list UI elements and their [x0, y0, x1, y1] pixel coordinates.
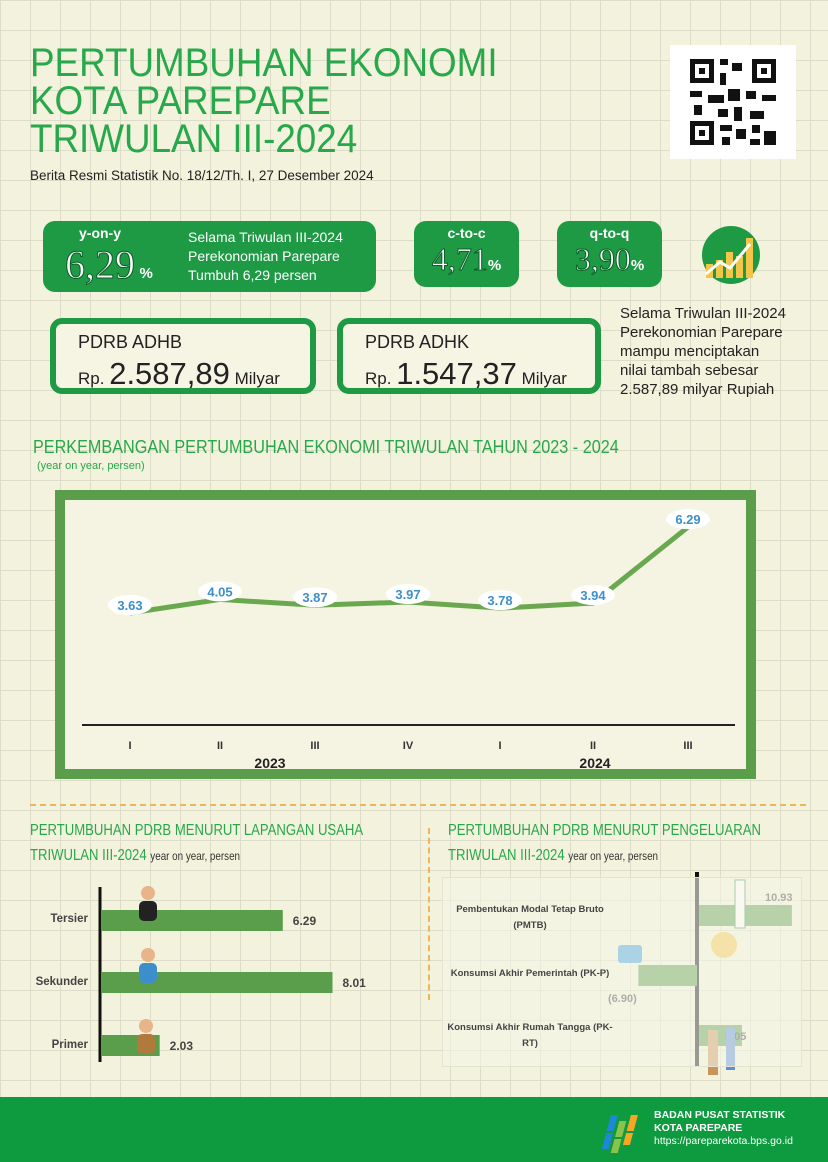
data-point — [293, 587, 337, 608]
x-tick-label: I — [498, 740, 501, 752]
year-label: 2024 — [579, 755, 610, 771]
ctc-value: 4,71 — [431, 241, 488, 278]
person-icon — [141, 948, 155, 962]
bar-label-primer: Primer — [51, 1039, 88, 1051]
bar-label-pkrt: Konsumsi Akhir Rumah Tangga (PK- RT) — [447, 1022, 613, 1049]
data-point — [478, 590, 522, 611]
data-point — [108, 595, 152, 615]
column-divider — [428, 828, 430, 1000]
yoy-card: y-on-y 6,29 % Selama Triwulan III-2024 Pe… — [43, 221, 376, 292]
x-tick-label: IV — [403, 740, 414, 752]
data-point — [386, 584, 430, 605]
pdrb-adhb-card: PDRB ADHB Rp. 2.587,89 Milyar — [50, 318, 316, 394]
page-title: PERTUMBUHAN EKONOMI KOTA PAREPARE TRIWUL… — [30, 41, 498, 161]
qtq-card: q-to-q 3,90% — [557, 221, 662, 287]
person-icon — [141, 886, 155, 900]
bar-label-tersier: Tersier — [50, 913, 88, 925]
qtq-value: 3,90 — [574, 241, 631, 278]
data-point — [198, 581, 242, 602]
expenditure-chart-title: PERTUMBUHAN PDRB MENURUT PENGELUARAN TRI… — [448, 822, 761, 864]
pdrb-note: Selama Triwulan III-2024 Perekonomian Par… — [620, 305, 786, 398]
data-label: 3.63 — [117, 598, 142, 613]
bar — [101, 972, 333, 993]
data-label: 6.29 — [675, 512, 700, 527]
line-chart-title: PERKEMBANGAN PERTUMBUHAN EKONOMI TRIWULA… — [33, 437, 619, 457]
x-tick-label: III — [683, 740, 692, 752]
data-point — [666, 509, 710, 530]
x-tick-label: I — [128, 740, 131, 752]
bar-label-sekunder: Sekunder — [35, 976, 88, 988]
bps-logo — [601, 1115, 638, 1153]
bar-label-pmtb: Pembentukan Modal Tetap Bruto (PMTB) — [456, 904, 604, 931]
bar-value: 8.01 — [342, 976, 366, 990]
line-chart-subtitle: (year on year, persen) — [37, 460, 145, 472]
x-tick-label: II — [217, 740, 223, 752]
qr-code-icon[interactable] — [670, 45, 796, 159]
x-tick-label: III — [310, 740, 319, 752]
data-label: 3.87 — [302, 590, 327, 605]
year-label: 2023 — [254, 755, 285, 771]
person-icon — [139, 901, 157, 921]
pdrb-adhb-value: 2.587,89 — [109, 356, 230, 391]
bar-label-pkp: Konsumsi Akhir Pemerintah (PK-P) — [450, 968, 610, 979]
person-icon — [139, 1019, 153, 1033]
yoy-value: 6,29 — [65, 242, 136, 288]
sector-chart-title: PERTUMBUHAN PDRB MENURUT LAPANGAN USAHA … — [30, 822, 364, 864]
website-link[interactable]: https://pareparekota.bps.go.id — [654, 1135, 793, 1147]
pdrb-adhk-card: PDRB ADHK Rp. 1.547,37 Milyar — [337, 318, 601, 394]
pdrb-adhk-value: 1.547,37 — [396, 356, 517, 391]
bar-value: 6.29 — [293, 914, 317, 928]
footer: BADAN PUSAT STATISTIK KOTA PAREPARE https… — [0, 1097, 828, 1162]
bar — [101, 910, 283, 931]
section-divider — [30, 804, 806, 806]
x-tick-label: II — [590, 740, 596, 752]
data-label: 3.78 — [487, 593, 512, 608]
line-chart-frame — [55, 490, 756, 779]
person-icon — [139, 963, 157, 983]
ctc-card: c-to-c 4,71% — [414, 221, 519, 287]
person-icon — [137, 1034, 155, 1054]
data-label: 3.94 — [580, 588, 606, 603]
data-label: 3.97 — [395, 587, 420, 602]
data-label: 4.05 — [207, 584, 232, 599]
growth-chart-icon — [700, 224, 762, 291]
expenditure-chart-panel — [442, 877, 802, 1067]
release-info: Berita Resmi Statistik No. 18/12/Th. I, … — [30, 168, 374, 183]
data-point — [571, 584, 615, 605]
bar-value: 2.03 — [170, 1039, 194, 1053]
